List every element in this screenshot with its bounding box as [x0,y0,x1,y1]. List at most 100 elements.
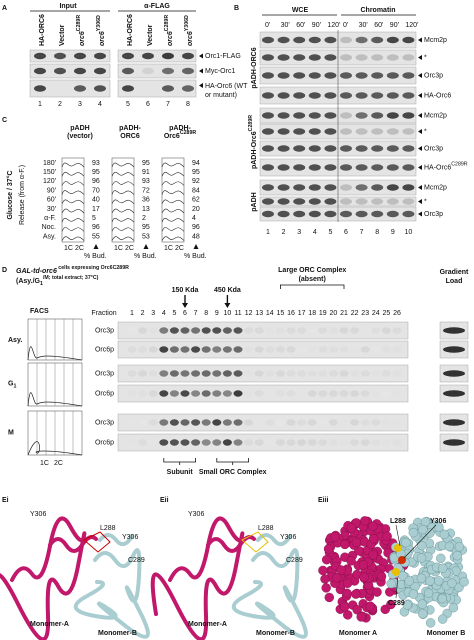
band [138,346,148,353]
band [392,419,402,426]
row-label: or mutant) [205,92,237,99]
band [138,439,148,446]
bracket [216,458,249,465]
band [201,346,211,353]
value: 48 [192,233,200,240]
column-label: orc6C289R [164,15,173,46]
lane-number: 1 [266,229,270,236]
fraction-label: Fraction [91,310,116,317]
fraction-number: 18 [308,310,316,317]
band [318,346,328,353]
fraction-number: 20 [330,310,338,317]
footer: % Bud. [134,253,157,260]
value: 17 [92,206,100,213]
band [262,128,274,135]
band [122,85,134,92]
value: 62 [192,197,200,204]
band [324,72,337,79]
lane-number: 4 [313,229,317,236]
band [402,54,415,61]
band [350,370,360,377]
column-label-part: Y306D [96,15,102,31]
histogram [61,199,85,205]
atom-a [365,601,376,611]
band [275,439,285,446]
band [34,67,46,75]
band [308,72,321,79]
atom-a [339,602,350,612]
band [286,370,296,377]
band [212,390,222,397]
fraction-number: 24 [372,310,380,317]
band [308,198,321,205]
band [318,419,328,426]
band [307,419,317,426]
band [277,184,290,191]
band [328,327,338,334]
band [443,419,465,426]
gradient-label: Load [446,278,463,285]
title-part: C289R [113,265,130,271]
state-label-part: Asy. [8,337,22,344]
band [191,439,201,446]
panel-label: Ei [2,497,9,504]
band [381,346,391,353]
histogram [111,208,135,214]
band [244,327,254,334]
band [443,370,465,377]
band [233,346,243,353]
band [340,36,352,44]
column-header: pADH- [169,125,191,132]
column-label-part: Y306D [184,15,190,31]
blot [29,79,111,98]
pointer [418,113,422,118]
band [350,419,360,426]
band [254,370,264,377]
band [307,370,317,377]
band [127,390,137,397]
footer: % Bud. [84,253,107,260]
atom-a [368,521,378,532]
band [360,370,370,377]
band [355,198,368,205]
group-label: pADH [251,192,258,211]
state-label: M [8,429,14,436]
band [307,439,317,446]
band [127,419,137,426]
band [297,327,307,334]
atom-b [418,524,428,535]
lane-number: 4 [98,101,102,108]
complex-label: (absent) [299,276,326,283]
band [127,439,137,446]
arrow [143,244,149,249]
atom-b [417,599,428,609]
pointer [418,93,422,98]
band [339,419,349,426]
group-label-part: C289R [248,115,254,132]
lane-number: 7 [166,101,170,108]
value: 93 [142,178,150,185]
band [277,198,290,205]
atom-a [372,587,382,597]
band [180,370,190,377]
atom-a [352,605,362,615]
band [360,346,370,353]
band [138,370,148,377]
band [381,390,391,397]
band [355,128,368,135]
atom-b [416,573,427,583]
value: 84 [192,187,200,194]
fraction-number: 14 [266,310,274,317]
residue-label: C289 [286,557,303,564]
band [54,52,66,60]
band [148,370,158,377]
band [191,370,201,377]
subtitle-part: (Asy./G [16,278,41,285]
column-label-part: HA-ORC6 [39,14,46,46]
band [371,128,384,135]
histogram-box [161,157,185,243]
band [386,112,399,119]
band [371,184,384,191]
column-label-part: Vector [147,24,154,46]
monomer-label: Monomer B [427,630,466,637]
